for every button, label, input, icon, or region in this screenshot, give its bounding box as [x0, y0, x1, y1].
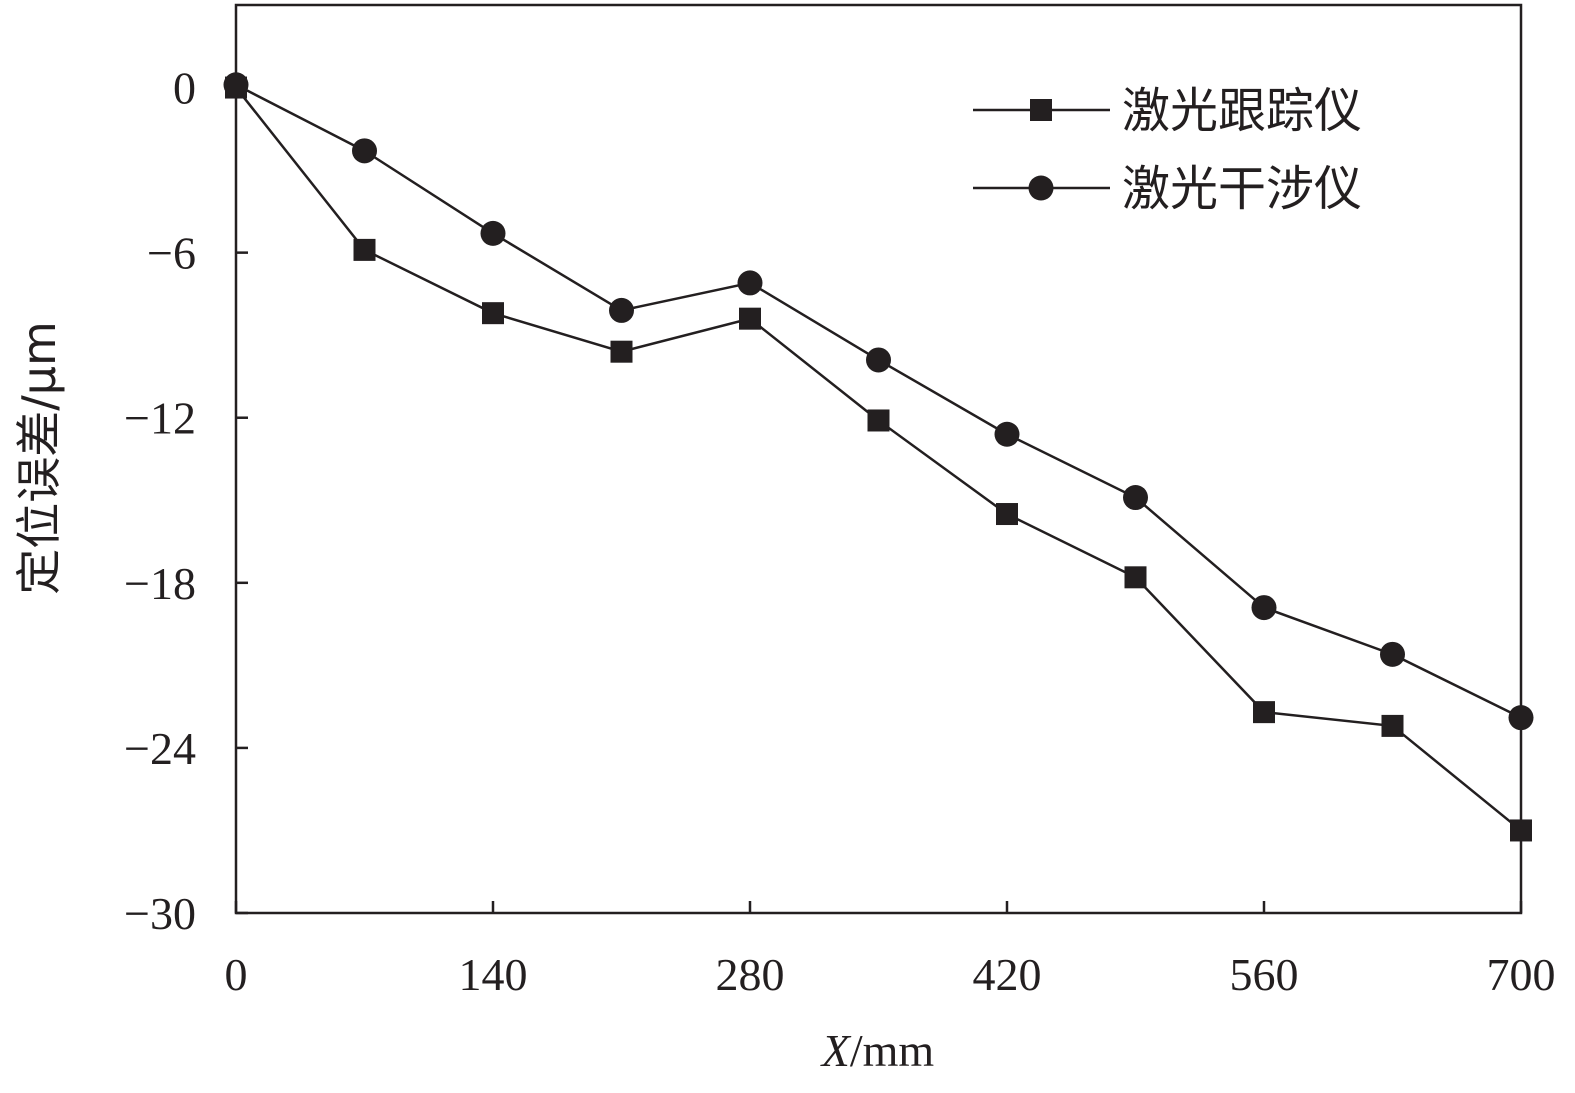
x-axis-title: X/mm — [820, 1025, 935, 1076]
data-point — [352, 138, 377, 164]
data-point — [1123, 485, 1148, 511]
data-point — [609, 297, 634, 323]
y-axis: 0 −6 −12 −18 −24 −30 — [124, 63, 248, 939]
data-point — [353, 238, 376, 261]
data-point — [223, 72, 249, 98]
y-tick-label: −24 — [124, 723, 196, 774]
legend-label: 激光跟踪仪 — [1122, 83, 1362, 139]
legend-marker — [1030, 99, 1052, 121]
data-point — [1124, 566, 1147, 589]
legend-label: 激光干涉仪 — [1122, 161, 1362, 217]
data-point — [1253, 701, 1275, 724]
x-axis: 0 140 280 420 560 700 — [225, 901, 1556, 1000]
data-point — [739, 307, 761, 330]
y-axis-title: 定位误差/μm — [12, 321, 66, 595]
data-point — [866, 347, 891, 373]
x-axis-title-variable: X — [820, 1025, 852, 1076]
legend-item: 激光跟踪仪 — [973, 83, 1362, 139]
data-point — [1251, 595, 1277, 621]
y-tick-label: −12 — [124, 393, 196, 444]
x-tick-label: 0 — [225, 949, 248, 1000]
y-tick-label: −30 — [124, 888, 196, 939]
legend-item: 激光干涉仪 — [973, 161, 1362, 217]
data-point — [610, 340, 633, 363]
data-point — [480, 220, 506, 246]
x-tick-label: 420 — [973, 949, 1042, 1000]
x-tick-label: 280 — [716, 949, 785, 1000]
y-tick-label: −18 — [124, 558, 196, 609]
plot-frame — [234, 3, 1523, 915]
data-point — [482, 302, 504, 325]
data-point — [1508, 705, 1534, 731]
x-tick-label: 560 — [1230, 949, 1299, 1000]
legend-marker — [1028, 175, 1054, 201]
data-point — [1510, 819, 1532, 842]
data-point — [1381, 714, 1404, 737]
data-point — [867, 409, 890, 432]
y-tick-label: 0 — [173, 63, 196, 114]
y-tick-label: −6 — [147, 228, 196, 279]
series-2 — [223, 72, 1534, 731]
data-point — [996, 503, 1018, 526]
data-point — [994, 421, 1020, 447]
x-tick-label: 140 — [459, 949, 528, 1000]
x-axis-title-unit: /mm — [850, 1025, 935, 1076]
data-point — [1380, 641, 1405, 667]
x-tick-label: 700 — [1487, 949, 1556, 1000]
series-layer — [223, 72, 1534, 842]
data-point — [737, 270, 763, 296]
